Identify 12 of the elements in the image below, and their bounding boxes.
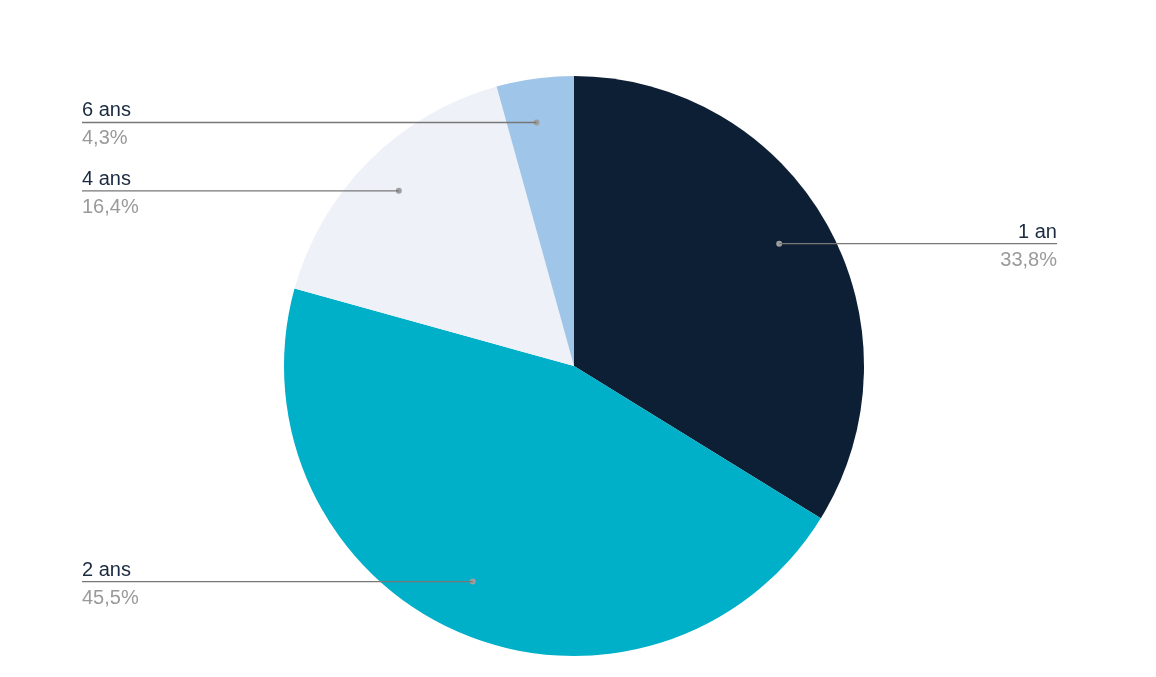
pie-slice — [496, 76, 574, 366]
pie-slice — [294, 86, 574, 366]
slice-label: 2 ans — [82, 557, 131, 580]
data-label: 16,4% — [82, 194, 139, 217]
slice-label: 1 an — [1018, 219, 1057, 242]
slice-label: 4 ans — [82, 166, 131, 189]
slice-label: 6 ans — [82, 98, 131, 121]
pie-slice — [574, 76, 864, 519]
data-label: 4,3% — [82, 126, 128, 149]
pie-slice — [284, 288, 821, 656]
data-label: 45,5% — [82, 585, 139, 608]
data-label: 33,8% — [1000, 247, 1058, 270]
